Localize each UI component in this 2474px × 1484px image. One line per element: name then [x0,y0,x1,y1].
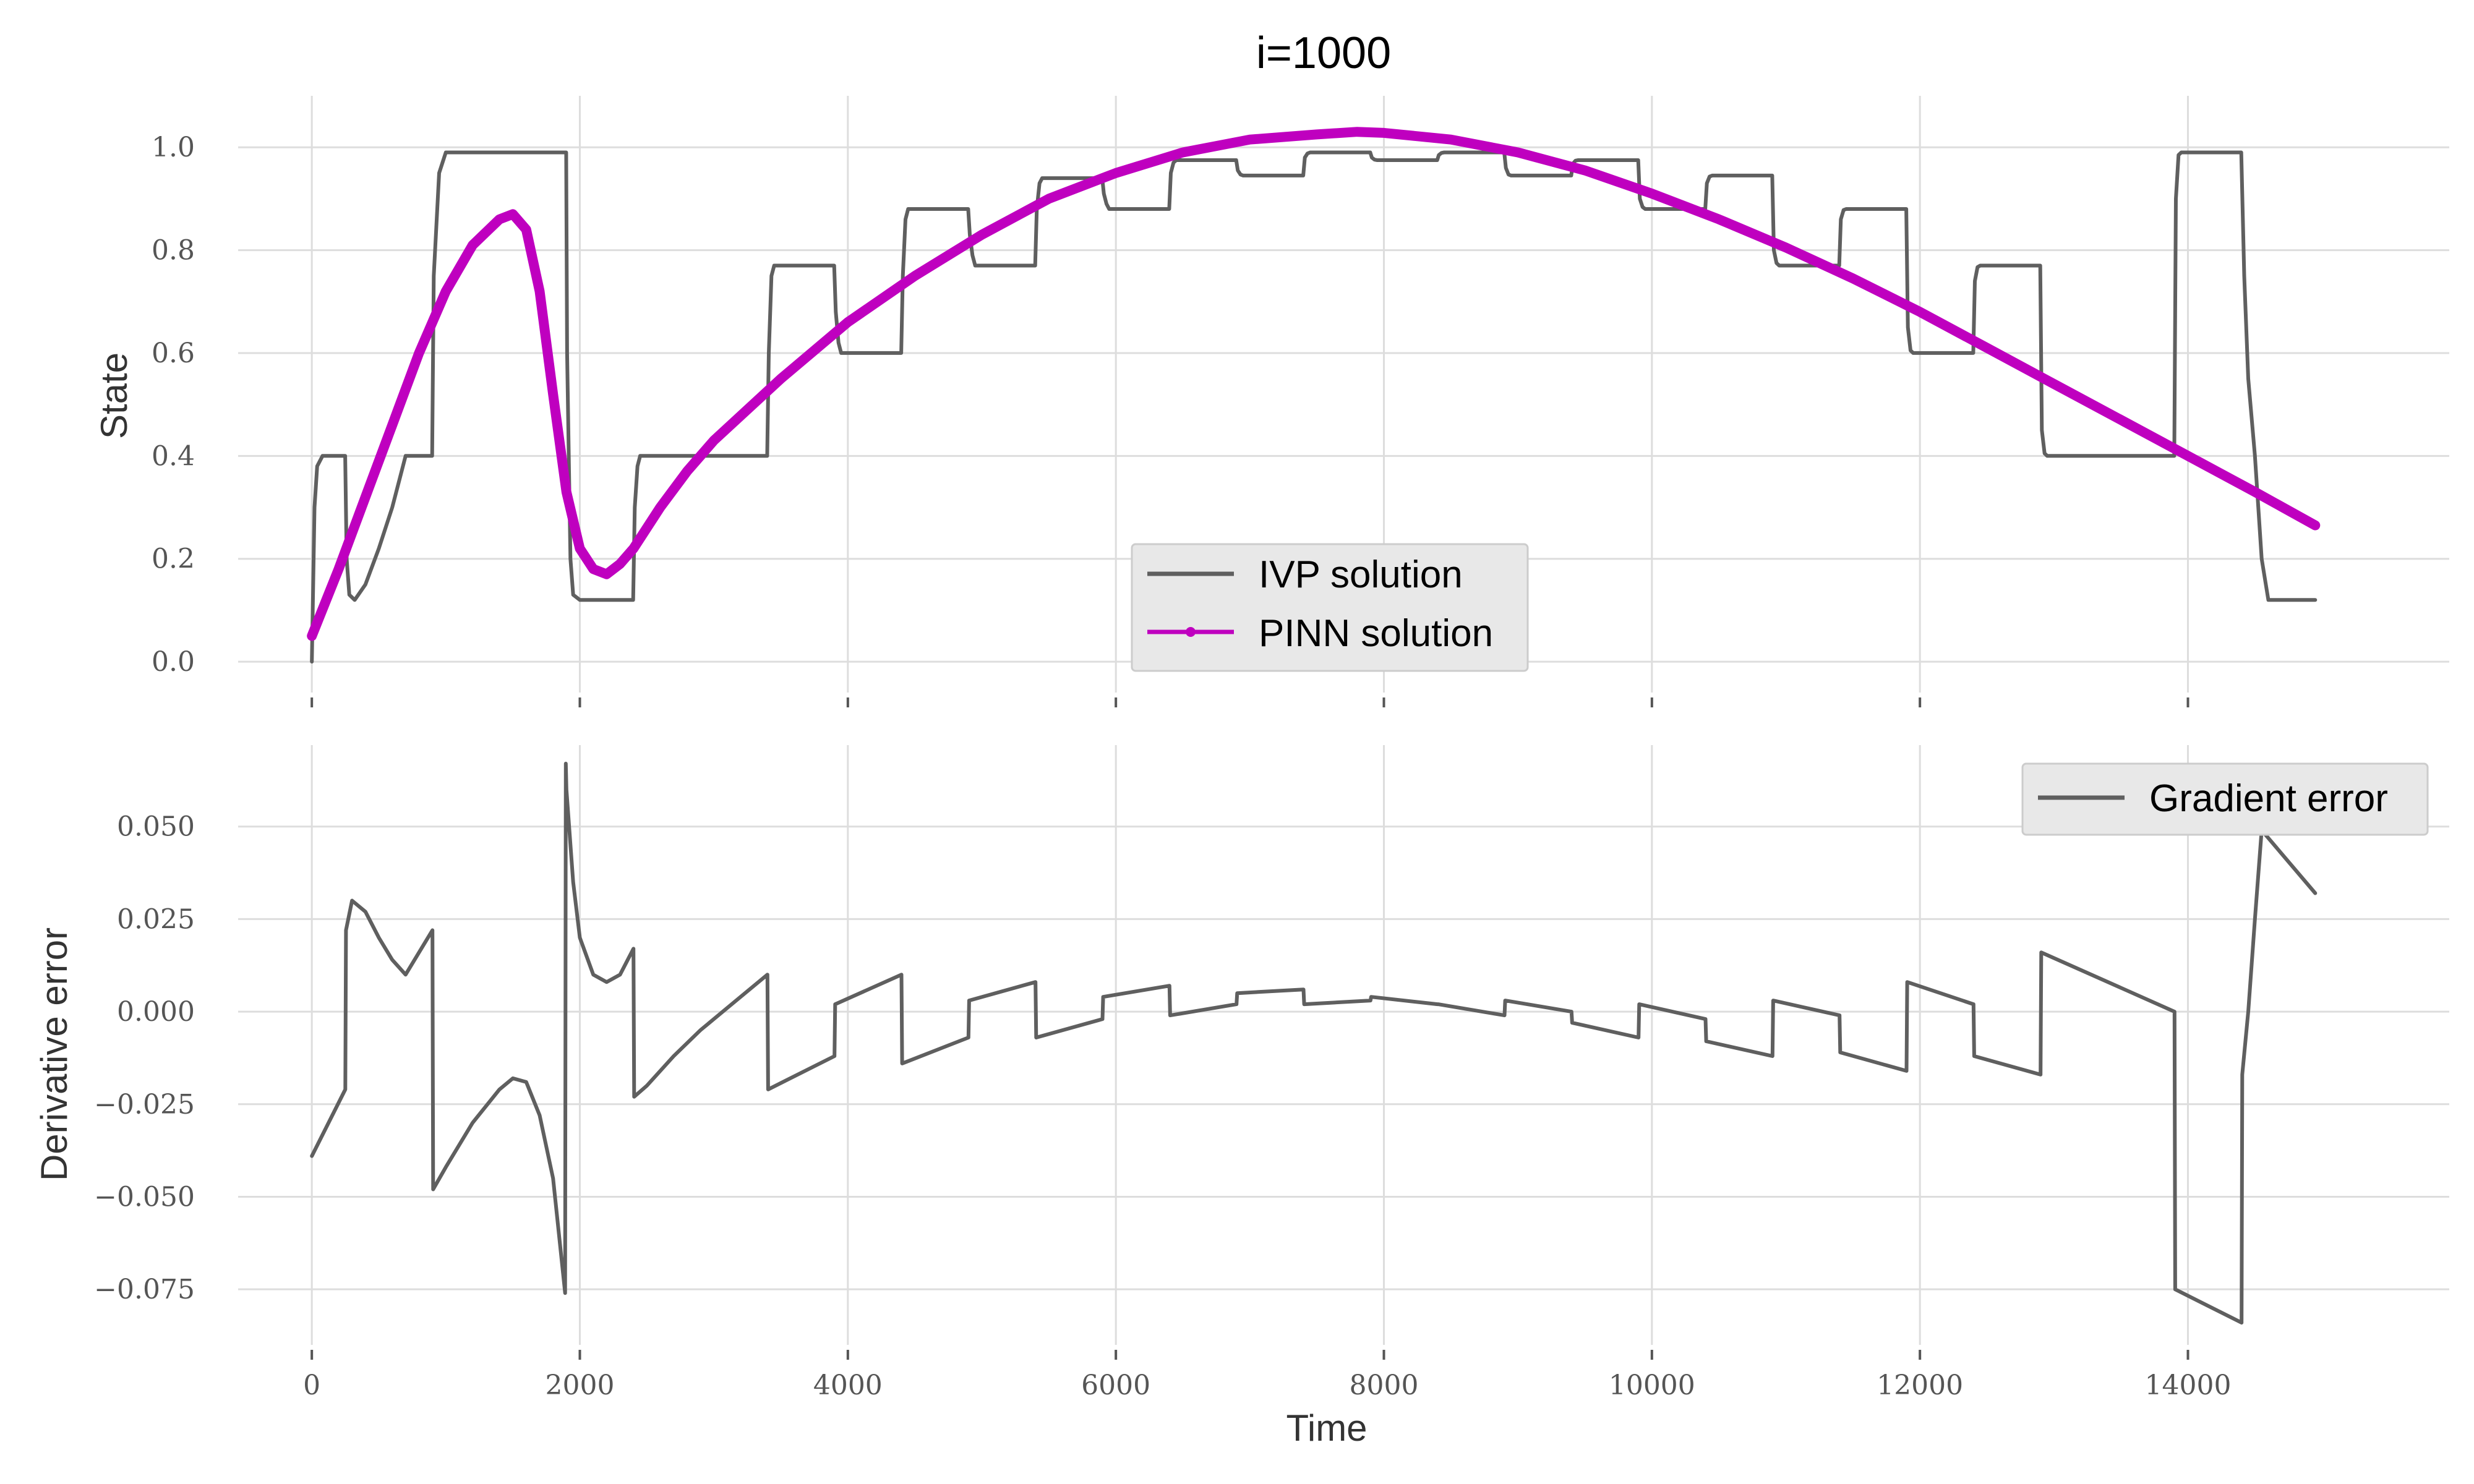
derivative-panel: −0.075 −0.050 −0.025 0.000 0.025 0.050 0 2000 4… [33,745,2449,1449]
state-x-tickmarks [310,697,2189,707]
y-tick-label: −0.075 [94,1274,195,1305]
derivative-gridlines [238,745,2449,1345]
x-tick-label: 2000 [546,1370,615,1401]
x-tick-label: 4000 [813,1370,883,1401]
derivative-y-ticks: −0.075 −0.050 −0.025 0.000 0.025 0.050 [94,811,195,1305]
y-tick-label: 0.6 [152,338,195,369]
legend-ivp-label: IVP solution [1259,553,1463,596]
y-tick-label: 0.2 [152,544,195,575]
derivative-series [310,761,2318,1325]
legend-gradient-label: Gradient error [2149,777,2388,820]
derivative-y-axis-label: Derivative error [33,927,75,1181]
y-tick-label: 0.0 [152,646,195,678]
y-tick-label: 0.000 [117,996,195,1028]
x-axis-label: Time [1286,1407,1367,1449]
y-tick-label: −0.025 [94,1089,195,1120]
y-tick-label: 0.8 [152,235,195,267]
y-tick-label: 0.050 [117,811,195,843]
state-y-ticks: 0.0 0.2 0.4 0.6 0.8 1.0 [152,132,195,678]
derivative-legend: Gradient error [2021,762,2429,836]
derivative-x-ticks: 0 2000 4000 6000 8000 10000 12000 14000 [303,1350,2231,1401]
x-tick-label: 6000 [1081,1370,1150,1401]
legend-pinn-label: PINN solution [1259,612,1493,655]
y-tick-label: 0.025 [117,903,195,935]
x-tick-label: 0 [303,1370,320,1401]
figure-title: i=1000 [1256,28,1391,78]
y-tick-label: 0.4 [152,440,195,472]
x-tick-label: 14000 [2145,1370,2232,1401]
x-tick-label: 12000 [1877,1370,1963,1401]
legend-pinn-marker [1186,627,1196,637]
series-line-pinn-solution [307,127,2321,641]
state-series [307,127,2321,664]
y-tick-label: 1.0 [152,132,195,163]
derivative-legend-box [2021,762,2429,836]
x-tick-label: 10000 [1609,1370,1695,1401]
x-tick-label: 8000 [1350,1370,1419,1401]
series-line-ivp-solution [310,150,2318,664]
y-tick-label: −0.050 [94,1181,195,1213]
state-legend: IVP solution PINN solution [1131,543,1529,672]
state-y-axis-label: State [93,352,135,439]
series-line-gradient-error [310,761,2318,1325]
state-panel: 0.0 0.2 0.4 0.6 0.8 1.0 State IVP solution PI… [93,96,2449,707]
